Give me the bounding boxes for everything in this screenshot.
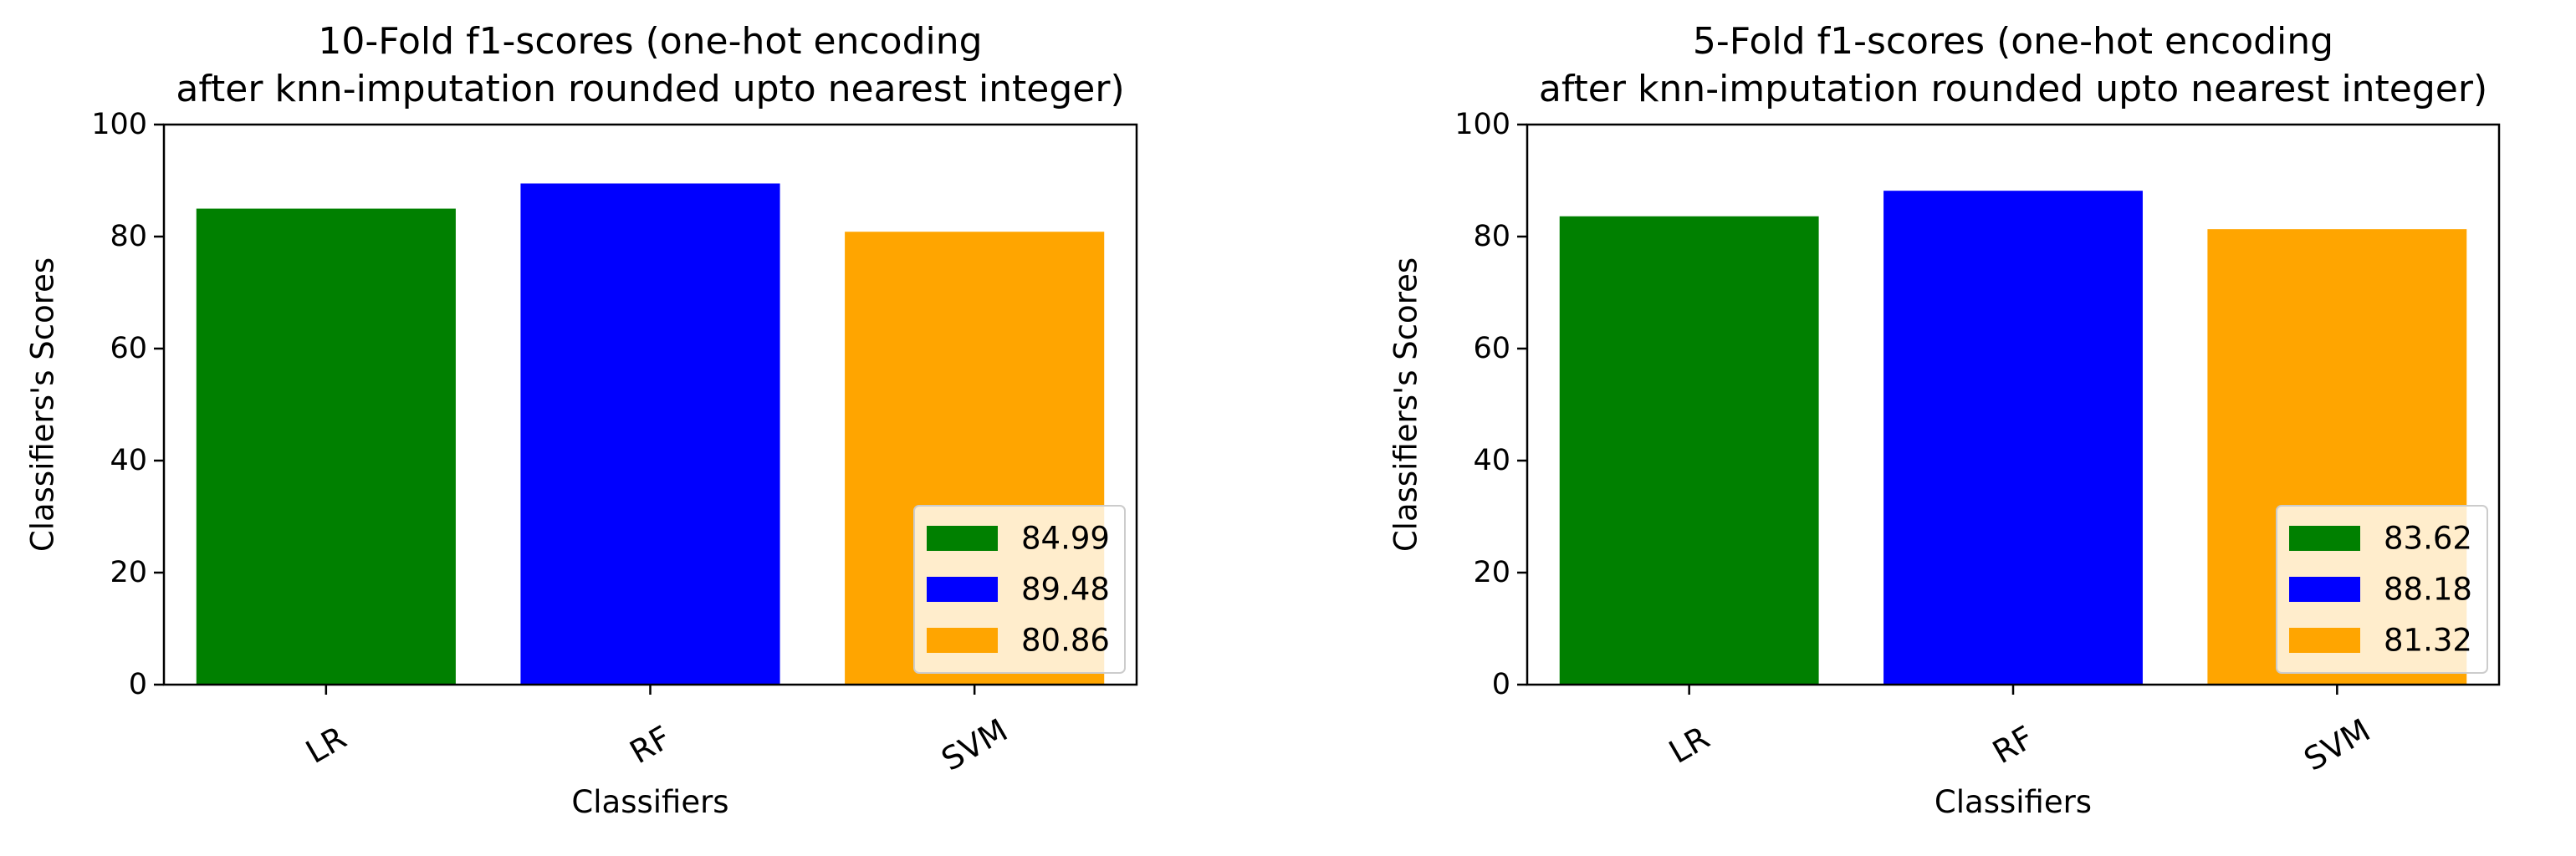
y-tick-label: 40 (1473, 444, 1510, 477)
x-axis-label: Classifiers (1935, 784, 2092, 820)
y-tick-label: 0 (129, 668, 147, 701)
legend-label: 81.32 (2384, 623, 2472, 659)
y-tick-label: 80 (110, 220, 147, 253)
legend: 84.99 89.48 80.86 (913, 505, 1126, 674)
legend-label: 88.18 (2384, 572, 2472, 608)
y-axis-label: Classifiers's Scores (1388, 257, 1424, 552)
y-tick-label: 60 (1473, 332, 1510, 365)
y-tick-label: 0 (1492, 668, 1510, 701)
chart-title: 5-Fold f1-scores (one-hot encoding after … (1539, 20, 2487, 110)
legend-swatch (927, 628, 998, 653)
legend-label: 83.62 (2384, 521, 2472, 557)
y-tick-label: 40 (110, 444, 147, 477)
chart-title-line: 5-Fold f1-scores (one-hot encoding (1693, 20, 2333, 63)
legend-label: 84.99 (1021, 521, 1110, 557)
legend: 83.62 88.18 81.32 (2276, 505, 2488, 674)
chart-title-line: after knn-imputation rounded upto neares… (1539, 68, 2487, 110)
legend-swatch (927, 526, 998, 551)
legend-label: 89.48 (1021, 572, 1110, 608)
y-tick-label: 100 (91, 108, 147, 141)
legend-swatch (927, 577, 998, 602)
bar-rf (520, 183, 780, 685)
x-axis-label: Classifiers (571, 784, 728, 820)
legend-swatch (2289, 526, 2360, 551)
legend-label: 80.86 (1021, 623, 1110, 659)
y-axis-label: Classifiers's Scores (25, 257, 61, 552)
bar-lr (1559, 216, 1819, 685)
bar-lr (196, 208, 456, 685)
y-tick-label: 20 (1473, 556, 1510, 589)
y-tick-label: 60 (110, 332, 147, 365)
y-tick-label: 20 (110, 556, 147, 589)
legend-swatch (2289, 577, 2360, 602)
chart-title-line: 10-Fold f1-scores (one-hot encoding (318, 20, 982, 63)
chart-title: 10-Fold f1-scores (one-hot encoding after… (176, 20, 1124, 110)
y-tick-label: 80 (1473, 220, 1510, 253)
chart-title-line: after knn-imputation rounded upto neares… (176, 68, 1124, 110)
y-tick-label: 100 (1454, 108, 1510, 141)
bar-rf (1883, 191, 2143, 685)
legend-swatch (2289, 628, 2360, 653)
